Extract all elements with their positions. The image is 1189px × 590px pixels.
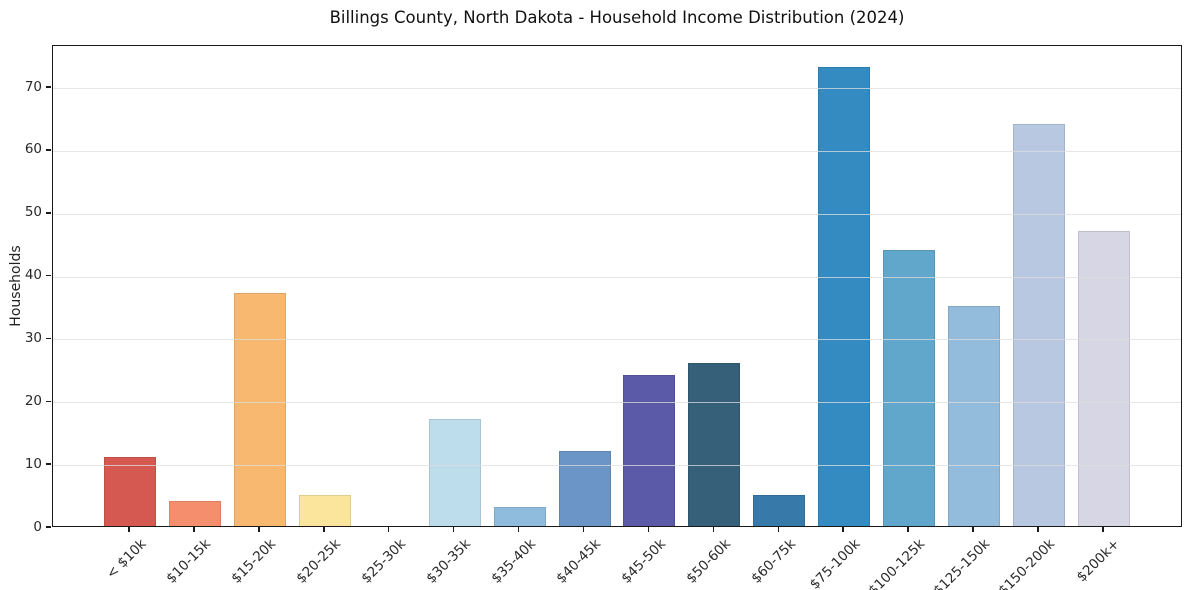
x-tick-label-2: $15-20k bbox=[228, 536, 280, 587]
x-tick-mark-11 bbox=[842, 527, 844, 532]
y-tick-label-70: 70 bbox=[24, 78, 42, 95]
bars-container bbox=[53, 46, 1181, 526]
bar-3 bbox=[298, 494, 351, 526]
bar-6 bbox=[493, 507, 546, 526]
y-tick-mark-0 bbox=[46, 526, 51, 528]
x-tick-mark-6 bbox=[517, 527, 520, 532]
x-tick-mark-8 bbox=[647, 527, 650, 532]
y-tick-mark-70 bbox=[46, 86, 51, 88]
x-tick-label-5: $30-35k bbox=[423, 536, 474, 587]
bar-1 bbox=[168, 500, 221, 526]
x-tick-mark-13 bbox=[972, 527, 974, 532]
x-tick-mark-0 bbox=[128, 527, 130, 532]
gridline-y-50 bbox=[53, 213, 1181, 215]
y-tick-mark-40 bbox=[46, 274, 51, 277]
x-tick-label-4: $25-30k bbox=[358, 536, 410, 587]
y-axis-label: Households bbox=[8, 245, 24, 327]
x-tick-mark-1 bbox=[193, 527, 195, 532]
x-tick-label-15: $200k+ bbox=[1074, 536, 1124, 586]
y-tick-label-30: 30 bbox=[24, 329, 42, 346]
x-tick-label-0: < $10k bbox=[103, 536, 150, 583]
x-tick-label-7: $40-45k bbox=[553, 536, 604, 587]
gridline-y-70 bbox=[53, 88, 1181, 90]
bar-13 bbox=[948, 306, 1001, 526]
x-tick-label-13: $125-150k bbox=[930, 536, 994, 590]
bar-5 bbox=[428, 419, 481, 526]
x-tick-mark-15 bbox=[1102, 527, 1104, 532]
bar-8 bbox=[623, 375, 676, 526]
y-tick-label-60: 60 bbox=[24, 141, 42, 158]
y-tick-mark-50 bbox=[46, 212, 51, 214]
x-tick-label-11: $75-100k bbox=[806, 536, 864, 590]
y-tick-mark-20 bbox=[46, 400, 51, 403]
x-tick-mark-3 bbox=[323, 527, 325, 532]
x-tick-mark-4 bbox=[387, 527, 390, 532]
x-tick-mark-9 bbox=[712, 527, 715, 532]
y-tick-label-50: 50 bbox=[24, 204, 42, 221]
bar-2 bbox=[233, 293, 286, 526]
y-tick-mark-10 bbox=[46, 463, 51, 465]
bar-14 bbox=[1013, 123, 1066, 526]
gridline-y-40 bbox=[53, 276, 1181, 278]
chart-title: Billings County, North Dakota - Househol… bbox=[329, 8, 905, 27]
x-tick-mark-2 bbox=[258, 527, 260, 532]
bar-10 bbox=[753, 494, 806, 526]
gridline-y-60 bbox=[53, 150, 1181, 152]
gridline-y-10 bbox=[53, 465, 1181, 467]
bar-9 bbox=[688, 362, 741, 526]
x-tick-mark-10 bbox=[777, 527, 780, 532]
bar-11 bbox=[818, 67, 871, 526]
y-tick-label-10: 10 bbox=[24, 455, 42, 472]
x-tick-label-14: $150-200k bbox=[995, 536, 1059, 590]
y-tick-mark-30 bbox=[46, 337, 51, 340]
y-tick-label-0: 0 bbox=[33, 518, 42, 535]
x-tick-mark-5 bbox=[452, 527, 455, 532]
gridline-y-20 bbox=[53, 402, 1181, 404]
x-tick-mark-7 bbox=[582, 527, 585, 532]
x-tick-label-6: $35-40k bbox=[488, 536, 539, 587]
x-tick-label-8: $45-50k bbox=[618, 536, 669, 587]
bar-0 bbox=[104, 456, 156, 526]
x-tick-label-3: $20-25k bbox=[293, 536, 345, 587]
y-tick-label-40: 40 bbox=[24, 267, 42, 284]
y-tick-label-20: 20 bbox=[24, 392, 42, 409]
x-tick-label-9: $50-60k bbox=[683, 536, 734, 587]
y-tick-mark-60 bbox=[46, 149, 51, 151]
gridline-y-30 bbox=[53, 339, 1181, 341]
bar-12 bbox=[883, 249, 936, 526]
x-tick-label-10: $60-75k bbox=[747, 536, 799, 587]
x-tick-mark-14 bbox=[1037, 527, 1039, 532]
x-tick-label-12: $100-125k bbox=[865, 536, 929, 590]
x-tick-label-1: $10-15k bbox=[163, 536, 215, 587]
plot-area bbox=[52, 45, 1182, 527]
x-tick-mark-12 bbox=[907, 527, 909, 532]
bar-7 bbox=[558, 450, 611, 526]
bar-15 bbox=[1077, 230, 1130, 526]
